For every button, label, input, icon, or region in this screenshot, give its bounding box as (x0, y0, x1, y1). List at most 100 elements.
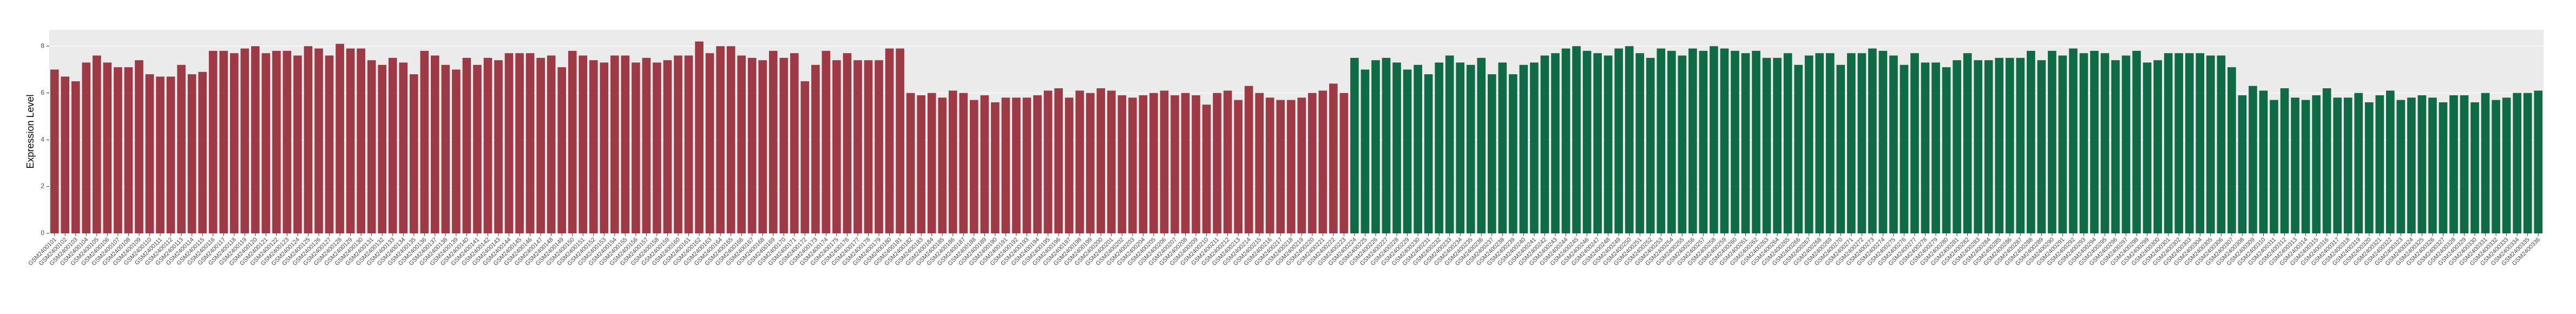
bar (610, 55, 619, 234)
bar (557, 67, 567, 234)
bar (2291, 97, 2299, 233)
bar (2386, 90, 2395, 234)
bar (1054, 88, 1063, 234)
y-tick-label: 2 (41, 182, 44, 190)
bar (1667, 50, 1676, 234)
bar (938, 97, 947, 233)
bar (1804, 55, 1813, 234)
bar (1435, 62, 1443, 234)
bar (2090, 50, 2099, 234)
bar (2016, 57, 2025, 234)
bar (684, 55, 693, 234)
bar (663, 60, 672, 234)
bar (2428, 97, 2437, 233)
bar (790, 53, 799, 234)
bar (674, 55, 682, 234)
bar (2206, 55, 2215, 234)
bar (198, 71, 207, 234)
bar (1265, 97, 1274, 233)
bar (293, 55, 302, 234)
bar (589, 60, 598, 234)
bar (853, 60, 862, 234)
bar (50, 69, 59, 234)
bar (642, 57, 651, 234)
bar (1350, 57, 1359, 234)
bar (695, 41, 704, 233)
bar (1307, 93, 1317, 234)
bar (716, 46, 725, 234)
bar (1043, 90, 1053, 234)
bar (1741, 53, 1750, 234)
bar (504, 53, 514, 234)
bar (166, 76, 175, 234)
bar (1487, 74, 1496, 234)
y-axis-title: Expression Level (25, 94, 36, 168)
bar (1371, 60, 1380, 234)
bar (1286, 100, 1296, 233)
bar (431, 55, 439, 234)
bar (473, 64, 482, 234)
bar (378, 64, 386, 234)
bar (1392, 62, 1401, 234)
bar (991, 102, 1000, 233)
bar (272, 50, 281, 234)
bar (1825, 53, 1835, 234)
bar (336, 43, 344, 234)
bar (2481, 93, 2490, 234)
bar (219, 50, 228, 234)
bar (261, 53, 271, 234)
bar (156, 76, 165, 234)
bar (2343, 97, 2352, 233)
bar (1868, 48, 1877, 234)
bar (1403, 69, 1412, 234)
bar (906, 93, 915, 234)
bar (1963, 53, 1972, 234)
bar (864, 60, 873, 234)
bar (2322, 88, 2331, 234)
bar (229, 53, 239, 234)
bar (758, 60, 767, 234)
bar (568, 50, 577, 234)
bar (579, 55, 588, 234)
bar (875, 60, 883, 234)
bar (1910, 53, 1919, 234)
bar (1614, 48, 1623, 234)
bar (927, 93, 936, 234)
bar (896, 48, 904, 234)
bar (1339, 93, 1349, 234)
bar (135, 60, 143, 234)
bar (2502, 97, 2511, 233)
bar (1519, 64, 1528, 234)
bar (1625, 46, 1634, 234)
bar (145, 74, 154, 234)
bar (1075, 90, 1084, 234)
bar (1720, 48, 1729, 234)
bar (1192, 95, 1200, 233)
bar (314, 48, 323, 234)
bar (1762, 57, 1771, 234)
bar (1297, 97, 1306, 233)
bar (1857, 53, 1867, 234)
bar (1329, 83, 1338, 234)
bar (2121, 55, 2131, 234)
bar (747, 57, 757, 234)
y-tick-label: 4 (41, 135, 44, 143)
bar (1424, 74, 1433, 234)
bar (1530, 62, 1539, 234)
bar (103, 62, 112, 234)
bar (1244, 86, 1253, 234)
bar (1561, 48, 1570, 234)
bar (1001, 97, 1010, 233)
bar (1604, 55, 1613, 234)
bar (124, 67, 133, 234)
bar (1582, 50, 1592, 234)
bar (1731, 50, 1739, 234)
bar (304, 46, 313, 234)
bar (2196, 53, 2205, 234)
bar (1815, 53, 1824, 234)
bar (2174, 53, 2184, 234)
bar (1181, 93, 1190, 234)
bar (2153, 60, 2162, 234)
bar (2301, 100, 2310, 233)
